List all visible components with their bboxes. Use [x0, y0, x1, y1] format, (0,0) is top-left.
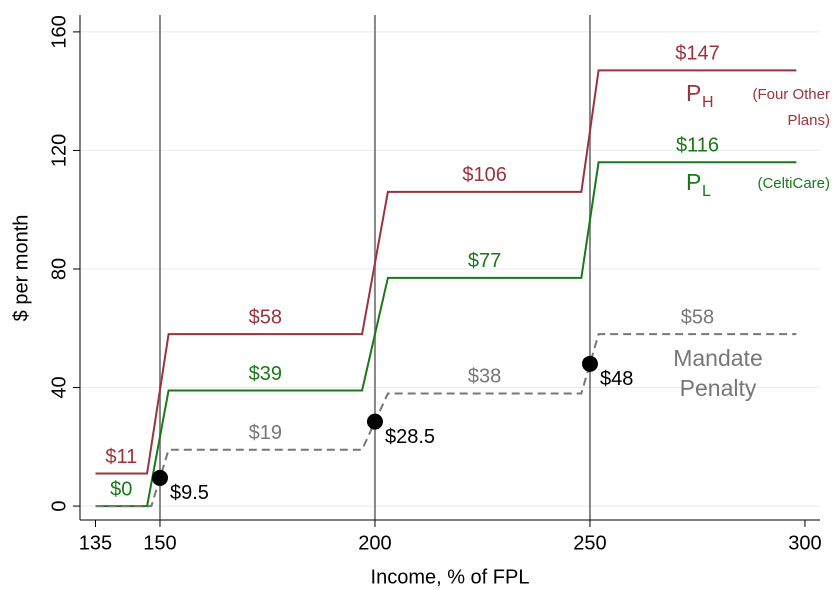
point [151, 469, 168, 486]
x-tick-label: 200 [358, 532, 391, 554]
data-label: $0 [110, 478, 132, 500]
x-tick-label: 135 [79, 532, 112, 554]
legend-label: Penalty [680, 375, 757, 401]
x-tick-label: 300 [788, 532, 821, 554]
legend-note: (CeltiCare) [757, 175, 830, 192]
data-label: $116 [676, 135, 719, 157]
y-axis-title: $ per month [10, 215, 32, 322]
series-line [95, 69, 797, 475]
y-tick-label: 160 [48, 15, 70, 48]
y-tick-label: 120 [48, 134, 70, 167]
legend-subscript: L [702, 183, 711, 200]
data-label: $39 [249, 363, 282, 385]
point-label: $48 [600, 368, 633, 390]
x-tick-label: 250 [573, 532, 606, 554]
data-label: $19 [249, 422, 282, 444]
legend-label: P [686, 169, 701, 195]
data-label: $147 [675, 43, 720, 65]
data-label: $106 [462, 164, 507, 186]
legend-note: (Four Other [752, 86, 830, 103]
x-axis-title: Income, % of FPL [371, 566, 530, 588]
data-label: $77 [468, 250, 501, 272]
x-tick-label: 150 [143, 532, 176, 554]
data-label: $58 [249, 306, 282, 328]
y-tick-label: 0 [48, 501, 70, 512]
y-tick-label: 80 [48, 258, 70, 280]
point-label: $28.5 [385, 426, 435, 448]
point [581, 355, 598, 372]
data-label: $38 [468, 366, 501, 388]
legend-label: Mandate [673, 345, 763, 371]
data-label: $11 [105, 446, 137, 468]
legend-note: Plans) [787, 112, 830, 129]
point [366, 413, 383, 430]
point-label: $9.5 [170, 482, 209, 504]
series-line [95, 161, 797, 508]
legend-subscript: H [702, 94, 714, 111]
data-label: $58 [681, 306, 714, 328]
y-tick-label: 40 [48, 376, 70, 398]
legend-label: P [686, 80, 701, 106]
